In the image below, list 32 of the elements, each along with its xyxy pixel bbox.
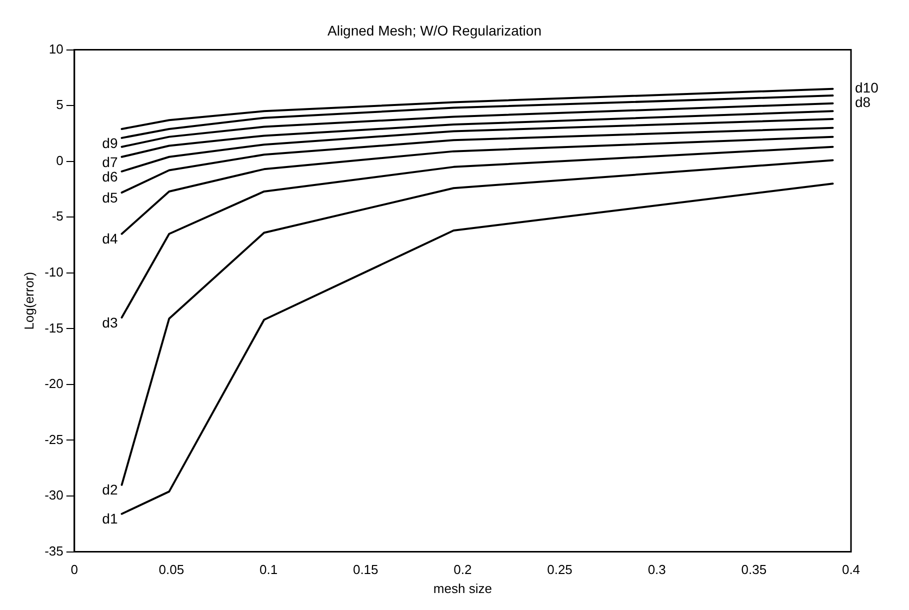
y-tick-label: -25 <box>44 432 64 447</box>
series-label: d10 <box>855 80 879 96</box>
x-tick-label: 0.25 <box>547 562 572 578</box>
series-label: d9 <box>102 134 118 151</box>
y-tick-label: -15 <box>44 320 64 336</box>
y-tick-label: 10 <box>48 41 64 56</box>
series-label: d7 <box>102 154 118 170</box>
y-axis-title: Log(error) <box>21 272 36 330</box>
series-label: d8 <box>855 94 871 110</box>
y-tick-label: 0 <box>56 152 64 168</box>
x-tick-label: 0.15 <box>352 562 378 578</box>
y-tick-label: -30 <box>44 488 64 503</box>
series-label: d4 <box>102 230 118 247</box>
series-label: d3 <box>102 314 118 330</box>
x-tick-label: 0.05 <box>158 562 184 578</box>
x-tick-label: 0.2 <box>454 562 472 578</box>
y-tick-label: -20 <box>44 376 64 392</box>
x-axis-title: mesh size <box>433 580 492 596</box>
x-tick-label: 0.35 <box>741 562 767 578</box>
y-tick-label: -5 <box>52 208 64 224</box>
x-tick-label: 0.1 <box>260 562 278 578</box>
series-label: d6 <box>102 168 118 184</box>
chart-title: Aligned Mesh; W/O Regularization <box>328 22 542 38</box>
x-tick-label: 0.4 <box>842 562 860 578</box>
y-tick-label: -35 <box>44 543 64 558</box>
y-tick-label: 5 <box>56 97 64 112</box>
x-tick-label: 0.3 <box>648 562 666 578</box>
series-label: d2 <box>102 482 118 498</box>
series-label: d5 <box>102 189 118 206</box>
x-tick-label: 0 <box>70 562 78 578</box>
series-label: d1 <box>102 510 118 527</box>
y-tick-label: -10 <box>44 264 64 280</box>
